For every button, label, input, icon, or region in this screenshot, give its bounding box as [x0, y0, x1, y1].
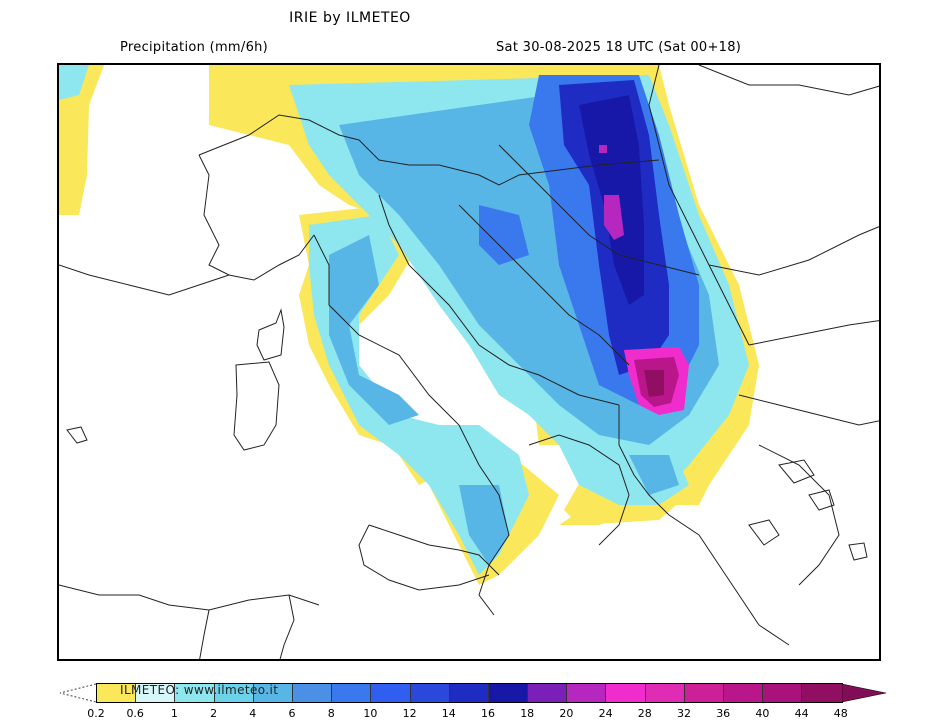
colorbar-swatch: [253, 684, 293, 702]
colorbar-tick-label: 40: [755, 707, 770, 720]
colorbar-right-arrow-icon: [842, 683, 887, 703]
colorbar-tick-label: 1: [170, 707, 178, 720]
colorbar-swatch: [802, 684, 842, 702]
colorbar-swatch: [449, 684, 489, 702]
colorbar-swatch: [763, 684, 803, 702]
colorbar-tick-label: 18: [520, 707, 535, 720]
colorbar-tick-label: 0.6: [126, 707, 144, 720]
colorbar-swatch: [684, 684, 724, 702]
colorbar-tick-label: 20: [559, 707, 574, 720]
colorbar-left-extension-icon: [59, 683, 97, 703]
title-text: IRIE by ILMETEO: [289, 10, 411, 26]
colorbar-swatch: [175, 684, 215, 702]
colorbar-swatch: [292, 684, 333, 702]
chart-title: IRIE by ILMETEO: [0, 10, 940, 26]
islands: [66, 308, 868, 561]
colorbar-tick-label: 44: [794, 707, 809, 720]
colorbar-swatch: [97, 684, 137, 702]
precip-layer-magenta: [599, 145, 689, 415]
map-canvas: [59, 65, 879, 659]
colorbar-swatch: [567, 684, 607, 702]
watermark-text: ILMETEO: www.ilmeteo.it: [120, 683, 279, 697]
colorbar-swatch: [332, 684, 372, 702]
colorbar-tick-label: 4: [249, 707, 257, 720]
colorbar-tick-label: 8: [327, 707, 335, 720]
colorbar-boxes: [96, 683, 843, 703]
variable-label: Precipitation (mm/6h): [120, 40, 269, 55]
colorbar-swatch: [606, 684, 646, 702]
colorbar-swatch: [645, 684, 685, 702]
colorbar-tick-label: 12: [402, 707, 417, 720]
coastlines: [59, 65, 879, 659]
colorbar-tick-label: 32: [677, 707, 691, 720]
colorbar-swatch: [724, 684, 764, 702]
colorbar-tick-label: 24: [598, 707, 613, 720]
colorbar-swatch: [488, 684, 529, 702]
colorbar-tick-label: 48: [833, 707, 848, 720]
colorbar-tick-label: 28: [637, 707, 652, 720]
colorbar-swatch: [214, 684, 254, 702]
colorbar-tick-label: 0.2: [87, 707, 105, 720]
colorbar-swatch: [371, 684, 411, 702]
colorbar-swatch: [528, 684, 568, 702]
colorbar-tick-label: 16: [481, 707, 495, 720]
colorbar-swatch: [136, 684, 176, 702]
colorbar-tick-label: 6: [288, 707, 296, 720]
colorbar-tick-label: 36: [716, 707, 731, 720]
valid-time-label: Sat 30-08-2025 18 UTC (Sat 00+18): [496, 40, 742, 55]
colorbar-tick-label: 2: [210, 707, 218, 720]
colorbar-tick-label: 10: [363, 707, 378, 720]
colorbar-swatch: [410, 684, 450, 702]
colorbar-legend: 0.2 0.6 1 2 4 6 8 10 12 14 16 18 20 24 28 32 36 40 44 48: [58, 683, 888, 720]
precipitation-map: [57, 63, 881, 661]
colorbar-tick-label: 14: [441, 707, 456, 720]
